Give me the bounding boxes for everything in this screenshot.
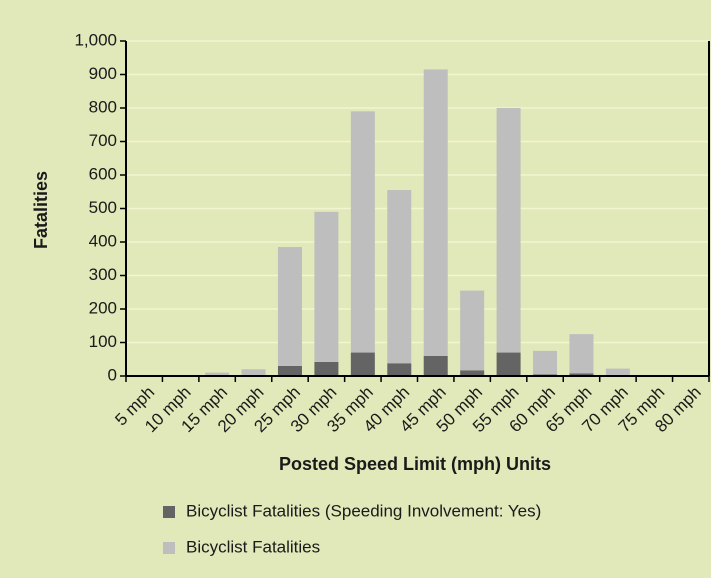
bar-segment [387,363,412,376]
y-tick-label: 400 [89,231,117,250]
bar-segment [569,373,594,376]
y-tick-label: 100 [89,332,117,351]
y-tick-label: 600 [89,164,117,183]
bar-segment [277,365,302,376]
bar-segment [387,190,412,364]
bar-segment [241,369,266,376]
legend-label: Bicyclist Fatalities (Speeding Involveme… [186,501,541,520]
bar-segment [605,368,630,376]
y-tick-label: 0 [108,365,117,384]
y-tick-label: 800 [89,97,117,116]
bar-segment [423,355,448,376]
bar-segment [350,111,375,353]
bar-segment [533,350,558,375]
bar-segment [423,69,448,356]
legend-label: Bicyclist Fatalities [186,537,320,556]
y-tick-label: 300 [89,265,117,284]
y-tick-label: 200 [89,298,117,317]
bar-segment [205,372,230,376]
bar-segment [277,247,302,366]
bar-segment [314,361,339,376]
bar-segment [569,334,594,374]
y-tick-label: 1,000 [74,30,117,49]
bar-segment [350,352,375,376]
bar-segment [460,370,485,376]
legend-swatch [163,542,175,554]
legend-swatch [163,506,175,518]
y-axis-title: Fatalities [31,171,51,249]
y-tick-label: 700 [89,131,117,150]
y-tick-label: 900 [89,64,117,83]
y-tick-label: 500 [89,198,117,217]
bar-segment [496,352,521,376]
bar-segment [460,290,485,371]
bar-segment [496,108,521,353]
bar-segment [314,211,339,362]
x-axis-title: Posted Speed Limit (mph) Units [279,454,551,474]
